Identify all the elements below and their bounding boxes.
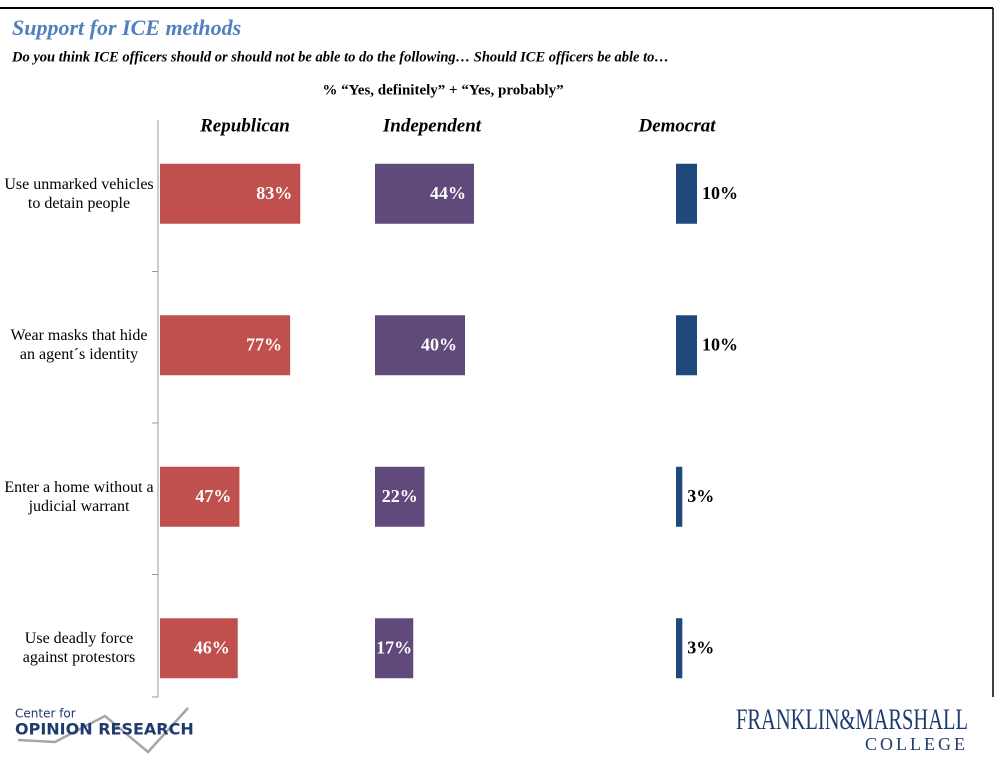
legend-label: Republican: [199, 115, 290, 136]
category-label: Enter a home without a judicial warrant: [4, 478, 154, 515]
category-label: Use deadly force against protestors: [22, 630, 136, 667]
annotation: % “Yes, definitely” + “Yes, probably”: [322, 82, 563, 98]
value-label: 10%: [702, 183, 738, 203]
chart-subtitle: Do you think ICE officers should or shou…: [11, 49, 669, 65]
category-label: Wear masks that hide an agent´s identity: [10, 327, 148, 364]
legend-label: Independent: [382, 115, 482, 136]
value-label: 40%: [421, 334, 457, 354]
bar: [676, 466, 683, 527]
bar: [375, 163, 474, 224]
category-label: Use unmarked vehicles to detain people: [4, 175, 154, 212]
value-label: 3%: [687, 637, 714, 657]
legend-label: Democrat: [637, 115, 716, 136]
value-label: 10%: [702, 334, 738, 354]
bar: [160, 618, 238, 679]
value-label: 3%: [687, 486, 714, 506]
value-label: 17%: [376, 637, 412, 657]
value-label: 83%: [256, 183, 292, 203]
bar: [375, 315, 465, 376]
logo-text: OPINION RESEARCH: [15, 720, 194, 739]
bar: [676, 315, 697, 376]
bar: [160, 315, 291, 376]
bar: [375, 466, 425, 527]
value-label: 46%: [194, 637, 230, 657]
logo-text: Center for: [15, 707, 76, 721]
value-label: 77%: [246, 334, 282, 354]
value-label: 44%: [430, 183, 466, 203]
logo-text: COLLEGE: [865, 734, 968, 754]
bar: [160, 163, 301, 224]
value-label: 47%: [195, 486, 231, 506]
bar: [160, 466, 240, 527]
bar: [676, 163, 697, 224]
bar: [375, 618, 414, 679]
bar: [676, 618, 683, 679]
value-label: 22%: [382, 486, 418, 506]
logo-line: [17, 707, 189, 754]
chart-title: Support for ICE methods: [12, 15, 241, 40]
logo-text: FRANKLIN&MARSHALL: [736, 703, 968, 736]
